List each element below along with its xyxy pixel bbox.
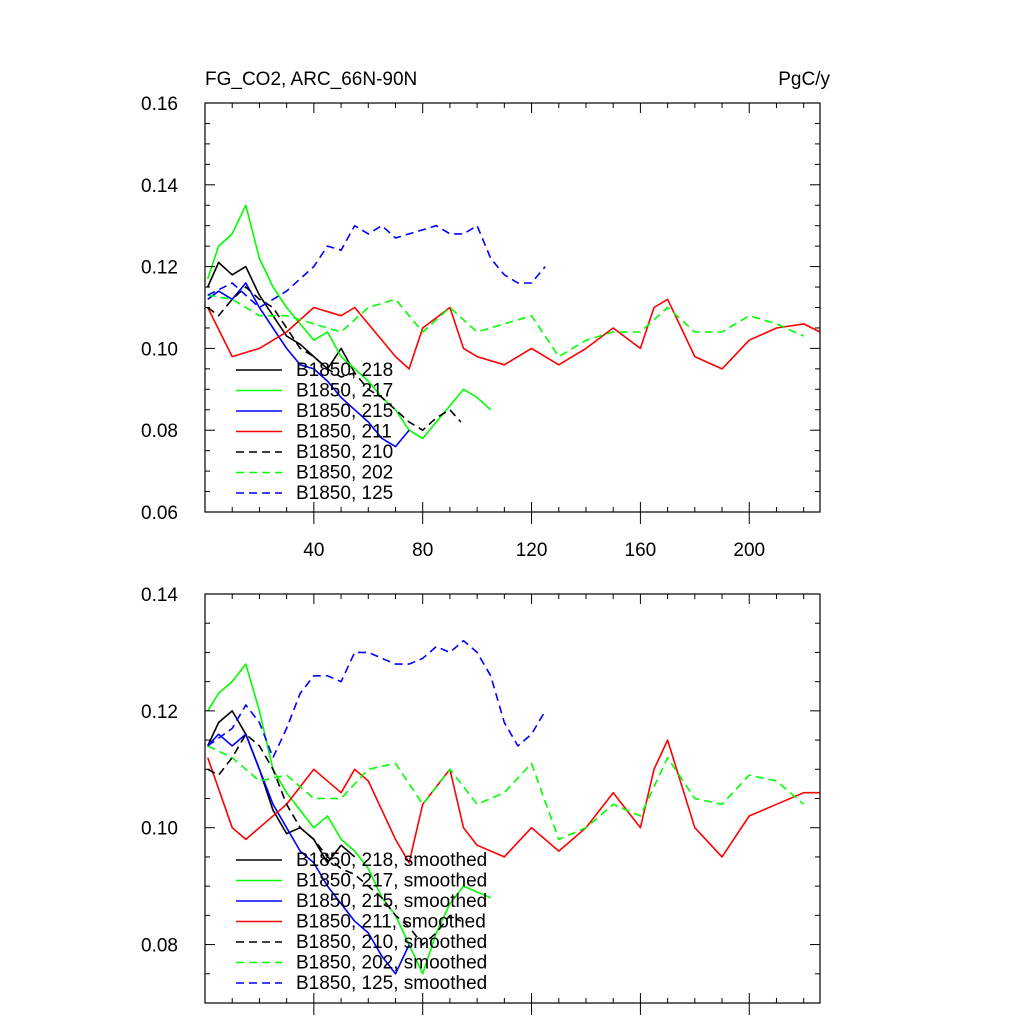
ytick-label-p1-1: 0.10 <box>141 819 178 840</box>
series-line-p1-5 <box>207 745 805 841</box>
ytick-label-p0-3: 0.12 <box>141 258 178 279</box>
series-line-p0-5 <box>207 294 805 358</box>
ytick-label-p1-2: 0.12 <box>141 702 178 723</box>
series-line-p0-0 <box>206 261 356 374</box>
xtick-label-p0-3: 160 <box>625 540 657 561</box>
xtick-label-p0-1: 80 <box>412 540 433 561</box>
ytick-label-p0-0: 0.06 <box>141 503 178 524</box>
series-line-p0-4 <box>207 286 462 432</box>
legend-label-p0-6: B1850, 125 <box>296 483 393 504</box>
legend-label-p0-5: B1850, 202 <box>296 463 393 484</box>
legend-label-p0-4: B1850, 210 <box>296 442 393 463</box>
series-line-p0-2 <box>207 282 410 448</box>
xtick-label-p0-0: 40 <box>303 540 324 561</box>
legend-label-p1-3: B1850, 211, smoothed <box>296 912 486 933</box>
series-line-p1-0 <box>206 710 356 864</box>
series-line-p1-2 <box>207 733 410 975</box>
ytick-label-p0-4: 0.14 <box>141 176 178 197</box>
legend-label-p0-2: B1850, 215 <box>296 401 393 422</box>
ytick-label-p0-5: 0.16 <box>141 94 178 115</box>
ytick-label-p1-3: 0.14 <box>141 585 178 606</box>
series-line-p1-6 <box>207 639 546 759</box>
legend-label-p1-0: B1850, 218, smoothed <box>296 850 487 871</box>
legend-label-p1-4: B1850, 210, smoothed <box>296 932 487 953</box>
legend-label-p1-5: B1850, 202, smoothed <box>296 953 487 974</box>
legend-label-p1-6: B1850, 125, smoothed <box>296 973 487 994</box>
legend-label-p0-0: B1850, 218 <box>296 360 393 381</box>
legend-label-p0-1: B1850, 217 <box>296 381 393 402</box>
legend-label-p1-1: B1850, 217, smoothed <box>296 871 487 892</box>
panel-title-right: PgC/y <box>778 69 830 90</box>
ytick-label-p1-0: 0.08 <box>141 936 178 957</box>
series-line-p1-1 <box>207 663 492 975</box>
series-line-p0-6 <box>207 224 546 309</box>
legend-label-p0-3: B1850, 211 <box>296 422 392 443</box>
panel-title-left: FG_CO2, ARC_66N-90N <box>205 69 417 90</box>
ytick-label-p0-1: 0.08 <box>141 421 178 442</box>
xtick-label-p0-4: 200 <box>733 540 765 561</box>
ytick-label-p0-2: 0.10 <box>141 339 178 360</box>
series-line-p0-3 <box>206 298 821 370</box>
series-line-p1-4 <box>207 733 462 946</box>
legend-label-p1-2: B1850, 215, smoothed <box>296 891 487 912</box>
xtick-label-p0-2: 120 <box>516 540 548 561</box>
series-line-p1-3 <box>206 739 820 864</box>
